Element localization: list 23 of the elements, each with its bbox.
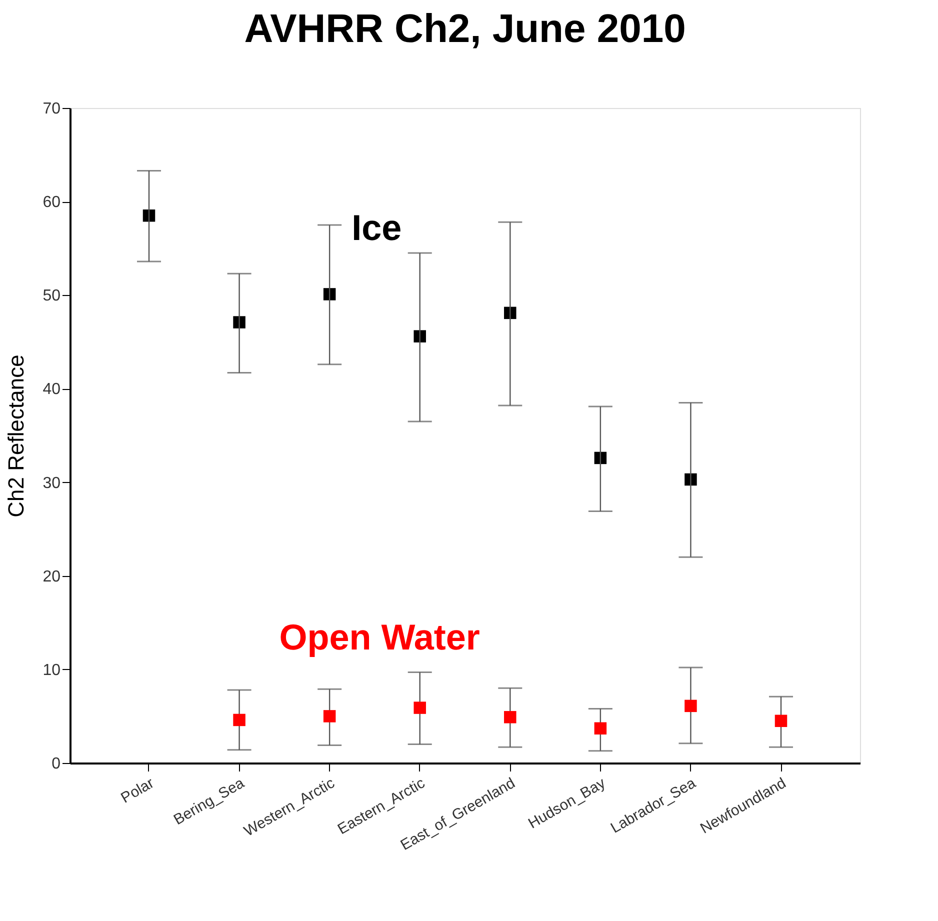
x-tick-label: Polar [118, 774, 157, 807]
y-tick-label: 70 [42, 100, 61, 118]
y-tick-label: 10 [42, 662, 61, 679]
y-tick-label: 50 [42, 288, 61, 305]
y-tick-label: 20 [42, 568, 61, 586]
point [414, 702, 426, 714]
series-label: Ice [352, 207, 402, 248]
point [323, 710, 336, 722]
point [414, 330, 426, 342]
point [684, 700, 697, 712]
point [504, 711, 516, 724]
point [774, 714, 788, 728]
y-tick-label: 0 [52, 756, 61, 772]
series-label: Open Water [279, 616, 480, 658]
y-tick-label: 60 [42, 194, 61, 212]
point [504, 306, 516, 320]
point [594, 722, 607, 734]
y-axis-title: Ch2 Reflectance [4, 354, 29, 518]
y-tick-label: 30 [42, 474, 61, 492]
chart-title: AVHRR Ch2, June 2010 [244, 7, 686, 51]
point [233, 714, 246, 726]
point [323, 288, 336, 300]
y-tick-label: 40 [42, 381, 61, 398]
